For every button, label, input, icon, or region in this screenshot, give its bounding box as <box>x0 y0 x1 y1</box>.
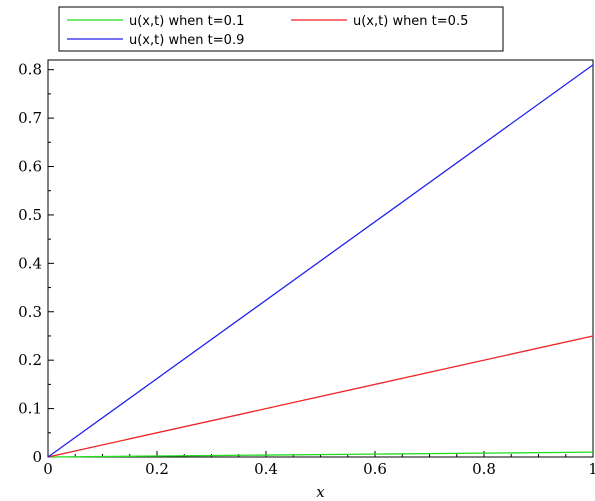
y-tick-label: 0.3 <box>18 303 42 321</box>
x-tick-label: 0.4 <box>254 460 278 478</box>
series-group <box>47 64 594 458</box>
x-axis-title: x <box>316 483 325 501</box>
y-tick-label: 0.8 <box>18 61 42 79</box>
y-tick-label: 0.6 <box>18 158 42 176</box>
ticks-group: 0 0.2 0.4 0.6 0.8 1 0 0.1 0.2 0.3 0.4 0.5 0.6 0.7 0.8 <box>18 61 595 478</box>
x-tick-label: 0 <box>43 460 53 478</box>
legend: u(x,t) when t=0.1 u(x,t) when t=0.5 u(x,t)… <box>58 6 504 52</box>
series-line-1 <box>47 451 594 458</box>
y-tick-label: 0 <box>32 448 42 466</box>
legend-label: u(x,t) when t=0.1 <box>129 14 244 29</box>
y-tick-label: 0.5 <box>18 206 42 224</box>
x-tick-label: 1 <box>588 460 595 478</box>
y-tick-label: 0.1 <box>18 400 42 418</box>
series-line-3 <box>47 64 594 458</box>
legend-box <box>58 6 504 52</box>
x-tick-label: 0.8 <box>472 460 496 478</box>
x-tick-label: 0.2 <box>145 460 169 478</box>
x-tick-label: 0.6 <box>363 460 387 478</box>
legend-label: u(x,t) when t=0.5 <box>353 14 468 29</box>
series-line-2 <box>47 335 594 458</box>
y-tick-label: 0.4 <box>18 254 42 272</box>
y-tick-label: 0.2 <box>18 351 42 369</box>
y-tick-label: 0.7 <box>18 109 42 127</box>
legend-label: u(x,t) when t=0.9 <box>129 33 244 48</box>
